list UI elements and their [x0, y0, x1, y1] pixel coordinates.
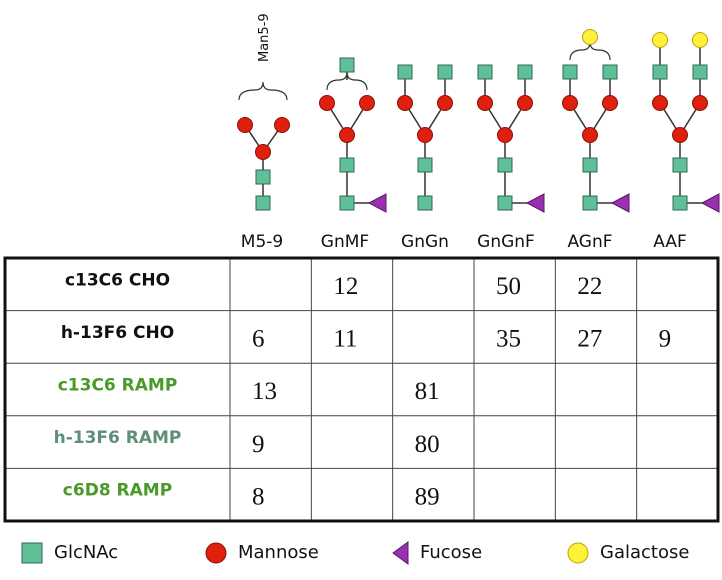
row-label: c13C6 CHO	[65, 270, 170, 290]
galactose-key	[567, 542, 589, 564]
glcnac	[497, 157, 513, 173]
cell-value: 9	[252, 431, 265, 458]
mannose	[255, 144, 271, 160]
glcnac	[417, 195, 433, 211]
mannose	[672, 127, 688, 143]
mannose	[397, 95, 413, 111]
row-label: h-13F6 CHO	[61, 323, 174, 343]
cell-value: 80	[415, 431, 440, 458]
fucose	[525, 193, 545, 213]
cell-value: 6	[252, 326, 265, 353]
glcnac	[692, 64, 708, 80]
legend-label: GlcNAc	[54, 542, 118, 563]
glycan-structures	[237, 29, 720, 213]
glcnac	[582, 157, 598, 173]
mannose	[339, 127, 355, 143]
cell-value: 13	[252, 378, 277, 405]
mannose	[562, 95, 578, 111]
glcnac-key	[21, 542, 43, 564]
mannose	[274, 117, 290, 133]
legend-label: Mannose	[238, 542, 319, 563]
mannose	[517, 95, 533, 111]
legend: GlcNAc Mannose Fucose Galactose	[21, 541, 689, 565]
glcnac	[417, 157, 433, 173]
glcnac	[602, 64, 618, 80]
cell-value: 9	[659, 326, 672, 353]
glcnac	[672, 195, 688, 211]
mannose	[359, 95, 375, 111]
glcnac	[517, 64, 533, 80]
glcnac	[255, 169, 271, 185]
mannose	[602, 95, 618, 111]
mannose	[477, 95, 493, 111]
glcnac	[255, 195, 271, 211]
glcnac	[339, 57, 355, 73]
galactose	[582, 29, 598, 45]
glcnac	[339, 195, 355, 211]
galactose	[652, 32, 668, 48]
mannose-key	[205, 542, 227, 564]
cell-value: 8	[252, 483, 265, 510]
cell-value: 12	[333, 273, 358, 300]
cell-value: 50	[496, 273, 521, 300]
cell-value: 27	[577, 326, 602, 353]
fucose	[610, 193, 630, 213]
glcnac	[477, 64, 493, 80]
column-label: GnGnF	[477, 232, 535, 252]
mannose	[417, 127, 433, 143]
row-label: c6D8 RAMP	[63, 481, 172, 501]
cell-value: 22	[577, 273, 602, 300]
column-label: GnGn	[401, 232, 449, 252]
glcnac	[497, 195, 513, 211]
mannose	[582, 127, 598, 143]
glcnac	[339, 157, 355, 173]
mannose	[497, 127, 513, 143]
legend-label: Fucose	[420, 542, 482, 563]
mannose	[437, 95, 453, 111]
glcnac	[397, 64, 413, 80]
fucose-key	[392, 541, 409, 565]
row-label: c13C6 RAMP	[58, 376, 178, 396]
fucose	[700, 193, 720, 213]
cell-value: 81	[415, 378, 440, 405]
column-label: AAF	[653, 232, 687, 252]
cell-value: 89	[415, 483, 440, 510]
mannose	[319, 95, 335, 111]
galactose	[692, 32, 708, 48]
glcnac	[652, 64, 668, 80]
glcnac	[437, 64, 453, 80]
column-label: M5-9	[241, 232, 283, 252]
cell-value: 35	[496, 326, 521, 353]
glcnac	[562, 64, 578, 80]
mannose	[652, 95, 668, 111]
fucose	[367, 193, 387, 213]
legend-label: Galactose	[600, 542, 689, 563]
mannose	[692, 95, 708, 111]
table-border	[3, 256, 720, 523]
row-label: h-13F6 RAMP	[54, 428, 182, 448]
glcnac	[582, 195, 598, 211]
column-label: AGnF	[567, 232, 612, 252]
mannose	[237, 117, 253, 133]
column-label: GnMF	[321, 232, 369, 252]
brace	[238, 81, 288, 101]
table: c13C6 CHO 12 50 22 h-13F6 CHO 6 11 35 27 9 c13C6 R…	[3, 256, 720, 523]
glcnac	[672, 157, 688, 173]
cell-value: 11	[333, 326, 357, 353]
annotation: Man5-9	[257, 13, 272, 62]
